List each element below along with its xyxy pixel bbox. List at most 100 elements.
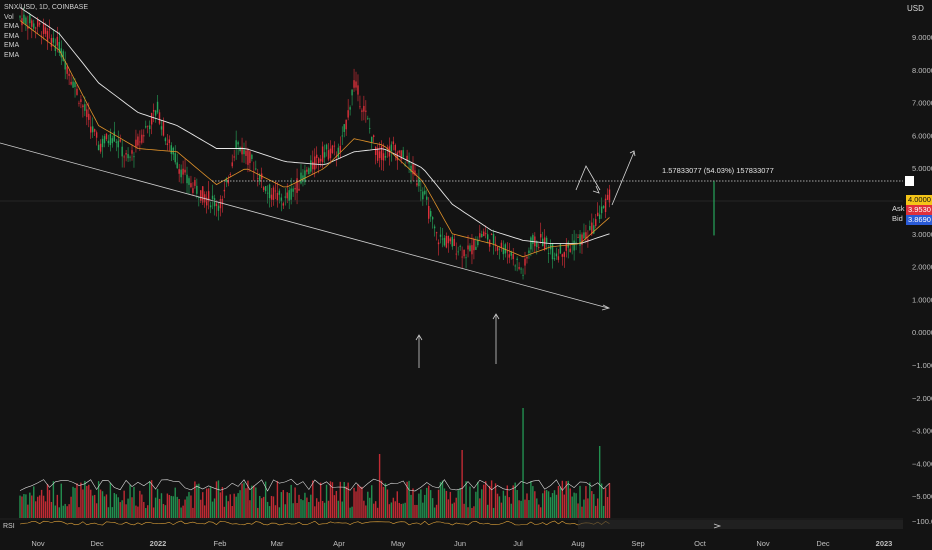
candle-body	[82, 105, 84, 108]
candle-body	[90, 126, 92, 133]
volume-bar	[292, 503, 294, 518]
candle-body	[428, 206, 430, 219]
volume-bar	[296, 503, 298, 518]
volume-bar	[410, 494, 412, 518]
candle-body	[276, 192, 279, 201]
volume-bar	[494, 483, 497, 518]
candle-body	[376, 147, 379, 161]
candle-body	[597, 212, 599, 217]
candle-body	[239, 147, 241, 152]
candle-body	[92, 126, 94, 133]
volume-bar	[147, 505, 149, 518]
candle-body	[205, 197, 208, 206]
candle-body	[68, 73, 70, 76]
price-tick-label: 1.0000	[912, 295, 932, 304]
volume-bar	[451, 503, 453, 518]
candle-body	[520, 268, 522, 270]
candle-body	[46, 31, 49, 42]
current-price-marker	[905, 176, 914, 186]
volume-bar	[48, 490, 51, 518]
candle-body	[172, 147, 174, 155]
volume-bar	[555, 494, 558, 518]
volume-bar	[262, 496, 265, 518]
candle-body	[314, 156, 316, 170]
candle-body	[48, 29, 51, 31]
candle-body	[219, 199, 222, 209]
candle-body	[453, 238, 455, 246]
time-tick-label: Oct	[694, 539, 707, 548]
candle-body	[60, 48, 62, 58]
volume-bar	[229, 494, 231, 518]
candle-body	[492, 234, 495, 244]
candle-body	[180, 169, 182, 178]
candle-body	[538, 247, 540, 248]
volume-bar	[426, 487, 428, 518]
candle-body	[178, 169, 180, 174]
volume-bar	[154, 497, 157, 518]
price-tick-label: 8.0000	[912, 66, 932, 75]
volume-bar	[176, 496, 178, 518]
legend-ema-2: EMA	[4, 32, 20, 40]
candle-body	[361, 110, 363, 112]
volume-bar	[392, 497, 395, 518]
candle-body	[190, 183, 192, 188]
candle-body	[278, 190, 281, 195]
candle-body	[86, 109, 88, 118]
time-tick-label: Aug	[571, 539, 584, 548]
volume-bar	[591, 491, 593, 518]
volume-bar	[587, 498, 589, 518]
candle-body	[378, 151, 381, 158]
candle-body	[467, 245, 469, 250]
candle-body	[316, 154, 318, 159]
price-tick-label: −5.0000	[912, 492, 932, 501]
candle-body	[225, 178, 228, 182]
volume-bar	[571, 496, 573, 518]
volume-bar	[455, 497, 457, 518]
volume-bar	[88, 484, 90, 518]
candle-body	[164, 138, 167, 142]
candle-body	[593, 225, 595, 234]
volume-bar	[565, 481, 567, 518]
volume-bar	[404, 502, 406, 518]
candle-body	[551, 243, 554, 260]
projection-arrowhead-down	[592, 185, 600, 194]
volume-bar	[245, 488, 247, 518]
candle-body	[437, 242, 440, 245]
legend-ema-4: EMA	[4, 51, 20, 59]
volume-bar	[593, 494, 595, 518]
volume-bar	[502, 490, 505, 518]
volume-bar	[443, 488, 446, 518]
candle-body	[341, 135, 343, 137]
volume-bar	[402, 503, 404, 518]
volume-bar	[86, 485, 88, 518]
volume-bar	[498, 496, 501, 518]
candle-body	[194, 180, 196, 186]
candle-body	[363, 105, 365, 112]
volume-bar	[577, 503, 579, 518]
candle-body	[84, 104, 86, 111]
volume-bar	[131, 497, 133, 518]
candle-body	[133, 156, 135, 158]
volume-bar	[156, 488, 159, 518]
candle-body	[292, 188, 294, 192]
candle-body	[463, 249, 465, 257]
candle-body	[502, 248, 505, 255]
time-tick-label: Feb	[214, 539, 227, 548]
volume-bar	[52, 481, 55, 518]
volume-bar	[388, 504, 391, 518]
volume-bar	[424, 494, 426, 518]
candle-body	[396, 152, 398, 161]
candle-body	[357, 85, 359, 95]
volume-bar	[42, 495, 45, 518]
volume-bar	[321, 501, 324, 518]
candle-body	[337, 147, 340, 158]
price-tick-label: 9.0000	[912, 33, 932, 42]
candle-body	[115, 141, 117, 143]
candle-body	[290, 188, 292, 200]
candle-body	[233, 156, 235, 158]
volume-bar	[439, 482, 442, 518]
volume-bar	[227, 501, 229, 518]
projection-arrow-up-down	[575, 165, 601, 191]
candle-body	[50, 38, 53, 47]
